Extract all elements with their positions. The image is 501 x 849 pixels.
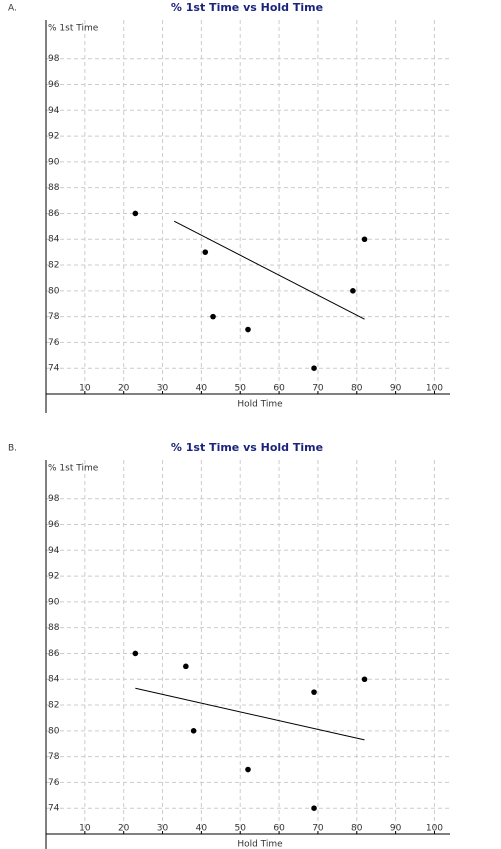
data-point (350, 288, 356, 294)
x-tick-label: 90 (390, 824, 402, 834)
y-axis-title: % 1st Time (48, 464, 99, 474)
x-tick-label: 60 (273, 824, 285, 834)
y-tick-label: 86 (48, 649, 60, 659)
x-tick-label: 100 (426, 824, 443, 834)
y-tick-label: 74 (48, 364, 60, 374)
x-tick-label: 50 (235, 824, 247, 834)
y-tick-label: 76 (48, 778, 60, 788)
y-tick-label: 98 (48, 494, 60, 504)
x-axis-title: Hold Time (237, 840, 283, 849)
data-point (311, 805, 317, 812)
x-tick-label: 70 (312, 384, 324, 394)
data-point (210, 313, 216, 320)
y-tick-label: 94 (48, 546, 60, 556)
x-tick-label: 20 (118, 824, 130, 834)
y-tick-label: 92 (48, 132, 59, 142)
data-point (361, 676, 368, 683)
trend-line (135, 687, 365, 741)
y-tick-label: 84 (48, 675, 60, 685)
panel-label: B. (8, 444, 17, 454)
y-tick-label: 80 (48, 286, 60, 296)
y-tick-label: 88 (48, 183, 60, 193)
x-tick-label: 30 (157, 824, 169, 834)
x-tick-label: 10 (79, 384, 91, 394)
x-tick-label: 30 (157, 384, 169, 394)
y-tick-label: 94 (48, 106, 60, 116)
x-tick-label: 60 (273, 384, 285, 394)
trend-line (173, 220, 365, 320)
data-point (183, 663, 189, 670)
y-tick-label: 96 (48, 80, 60, 90)
x-tick-label: 50 (235, 384, 247, 394)
data-point (132, 210, 139, 217)
y-axis-title: % 1st Time (48, 24, 99, 34)
chart-title: % 1st Time vs Hold Time (171, 441, 323, 454)
data-point (190, 728, 197, 734)
y-tick-label: 96 (48, 520, 60, 530)
x-tick-label: 80 (351, 824, 363, 834)
data-point (245, 326, 251, 333)
y-tick-label: 88 (48, 623, 60, 633)
x-tick-label: 20 (118, 384, 130, 394)
data-point (132, 650, 139, 657)
x-tick-label: 40 (196, 824, 208, 834)
data-point (311, 689, 317, 695)
y-tick-label: 78 (48, 312, 60, 322)
y-tick-label: 92 (48, 572, 59, 582)
y-tick-label: 90 (48, 597, 60, 607)
x-tick-label: 40 (196, 384, 208, 394)
panel: A. % 1st Time vs Hold Time 74 76 78 80 82 84 86 8… (8, 1, 450, 413)
y-tick-label: 86 (48, 209, 60, 219)
panel-label: A. (8, 4, 17, 14)
data-point (361, 236, 368, 243)
y-tick-label: 98 (48, 54, 60, 64)
y-tick-label: 80 (48, 726, 60, 736)
x-axis-title: Hold Time (237, 400, 283, 410)
x-tick-label: 80 (351, 384, 363, 394)
y-tick-label: 90 (48, 157, 60, 167)
y-tick-label: 82 (48, 261, 59, 271)
x-tick-label: 90 (390, 384, 402, 394)
data-point (245, 766, 251, 773)
panel: B. % 1st Time vs Hold Time 74 76 78 80 82 84 86 8… (8, 441, 450, 849)
x-tick-label: 100 (426, 384, 443, 394)
y-tick-label: 74 (48, 804, 60, 814)
data-point (202, 249, 209, 255)
x-tick-label: 10 (79, 824, 91, 834)
x-tick-label: 70 (312, 824, 324, 834)
y-tick-label: 78 (48, 752, 60, 762)
data-point (311, 365, 317, 372)
y-tick-label: 76 (48, 338, 60, 348)
y-tick-label: 82 (48, 701, 59, 711)
chart-title: % 1st Time vs Hold Time (171, 1, 323, 14)
y-tick-label: 84 (48, 235, 60, 245)
